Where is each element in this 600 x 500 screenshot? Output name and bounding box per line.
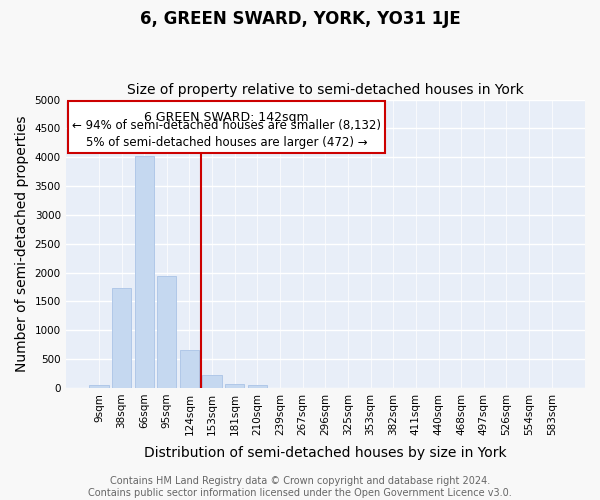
Bar bbox=[112, 288, 131, 388]
Bar bbox=[180, 350, 199, 388]
Bar bbox=[157, 276, 176, 388]
Bar bbox=[202, 374, 222, 388]
Text: 5% of semi-detached houses are larger (472) →: 5% of semi-detached houses are larger (4… bbox=[86, 136, 367, 149]
Bar bbox=[89, 384, 109, 388]
Text: ← 94% of semi-detached houses are smaller (8,132): ← 94% of semi-detached houses are smalle… bbox=[72, 120, 381, 132]
Text: 6, GREEN SWARD, YORK, YO31 1JE: 6, GREEN SWARD, YORK, YO31 1JE bbox=[140, 10, 460, 28]
Bar bbox=[248, 384, 267, 388]
Y-axis label: Number of semi-detached properties: Number of semi-detached properties bbox=[15, 116, 29, 372]
Text: 6 GREEN SWARD: 142sqm: 6 GREEN SWARD: 142sqm bbox=[145, 111, 309, 124]
Text: Contains HM Land Registry data © Crown copyright and database right 2024.
Contai: Contains HM Land Registry data © Crown c… bbox=[88, 476, 512, 498]
Bar bbox=[134, 156, 154, 388]
Title: Size of property relative to semi-detached houses in York: Size of property relative to semi-detach… bbox=[127, 83, 524, 97]
FancyBboxPatch shape bbox=[68, 101, 385, 153]
Bar bbox=[225, 384, 244, 388]
X-axis label: Distribution of semi-detached houses by size in York: Distribution of semi-detached houses by … bbox=[144, 446, 506, 460]
